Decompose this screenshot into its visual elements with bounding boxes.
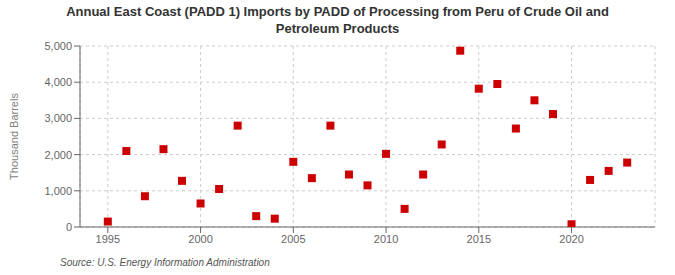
svg-text:1995: 1995 xyxy=(96,233,120,245)
svg-text:5,000: 5,000 xyxy=(44,40,72,52)
svg-text:2000: 2000 xyxy=(188,233,212,245)
svg-text:1,000: 1,000 xyxy=(44,185,72,197)
svg-text:2010: 2010 xyxy=(374,233,398,245)
svg-text:2020: 2020 xyxy=(559,233,583,245)
svg-text:2,000: 2,000 xyxy=(44,149,72,161)
html-text:Source: U.S. Energy Informatio: Source: U.S. Energy Information Administ… xyxy=(60,257,270,268)
svg-text:2015: 2015 xyxy=(467,233,491,245)
svg-text:Thousand Barrels: Thousand Barrels xyxy=(8,93,20,180)
svg-text:2005: 2005 xyxy=(281,233,305,245)
html-text:Annual East Coast (PADD 1) Imp: Annual East Coast (PADD 1) Imports by PA… xyxy=(66,4,609,36)
svg-text:0: 0 xyxy=(66,221,72,233)
svg-text:3,000: 3,000 xyxy=(44,112,72,124)
svg-text:4,000: 4,000 xyxy=(44,76,72,88)
